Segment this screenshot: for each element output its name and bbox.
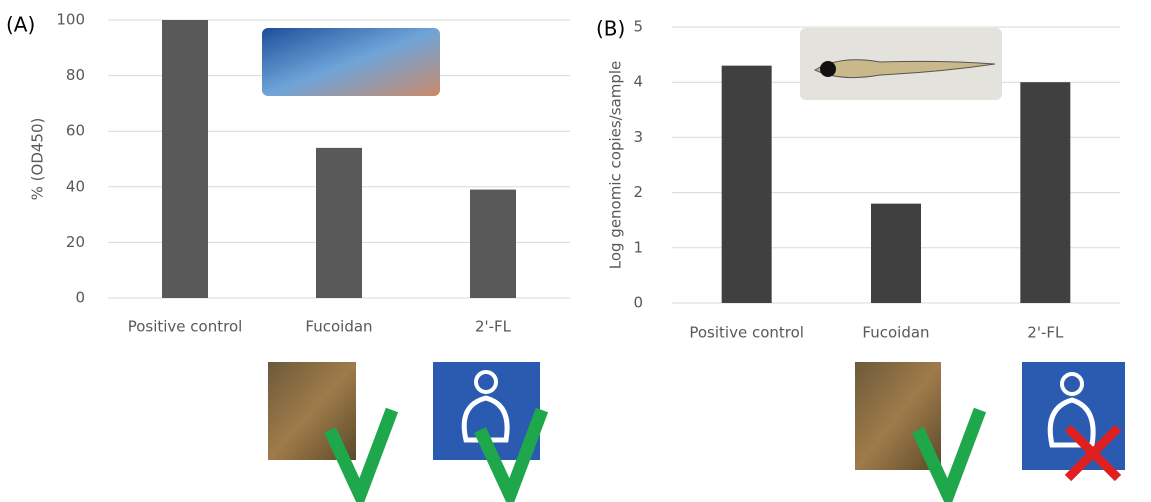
bar (1020, 82, 1070, 303)
x-tick-label: Fucoidan (305, 318, 372, 336)
decoration (262, 28, 1125, 495)
x-tick-label: 2'-FL (1027, 324, 1064, 342)
y-tick-label: 3 (633, 128, 643, 146)
x-tick-label: Fucoidan (862, 324, 929, 342)
panel-label: (B) (596, 17, 625, 41)
figure: (A)% (OD450)020406080100Positive control… (0, 0, 1151, 502)
y-tick-label: 80 (66, 66, 85, 84)
bar (162, 20, 208, 298)
y-axis-label: Log genomic copies/sample (607, 61, 625, 270)
x-tick-label: Positive control (689, 324, 804, 342)
y-tick-label: 0 (75, 289, 85, 307)
x-tick-label: 2'-FL (475, 318, 512, 336)
fish-eye (820, 61, 836, 77)
y-tick-label: 60 (66, 122, 85, 140)
y-tick-label: 40 (66, 177, 85, 195)
x-tick-label: Positive control (128, 318, 243, 336)
y-tick-label: 0 (633, 294, 643, 312)
y-axis-label: % (OD450) (29, 118, 47, 201)
y-tick-label: 5 (633, 18, 643, 36)
bar (316, 148, 362, 298)
bar (722, 66, 772, 303)
plate-photo (262, 28, 440, 96)
bar (470, 190, 516, 298)
panel-label: (A) (6, 13, 35, 37)
y-tick-label: 4 (633, 73, 643, 91)
y-tick-label: 100 (56, 11, 85, 29)
y-tick-label: 2 (633, 183, 643, 201)
bar (871, 204, 921, 303)
breastfeeding-icon (1022, 362, 1125, 470)
y-tick-label: 1 (633, 238, 643, 256)
y-tick-label: 20 (66, 233, 85, 251)
